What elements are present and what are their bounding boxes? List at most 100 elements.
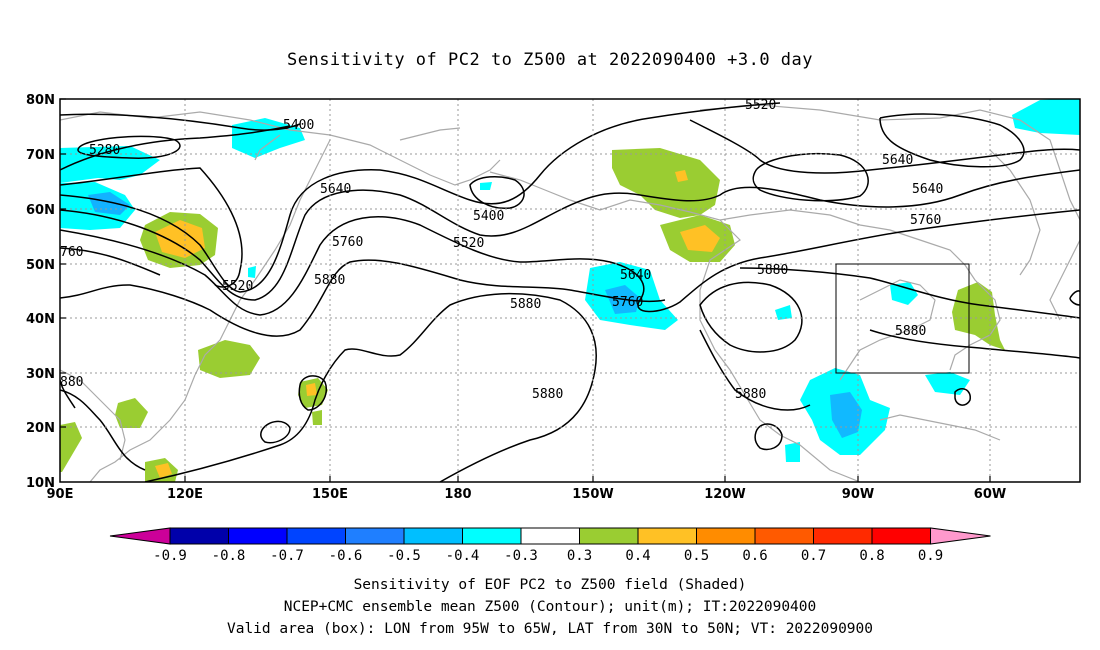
caption-line-contour: NCEP+CMC ensemble mean Z500 (Contour); u…	[283, 599, 817, 615]
contour-5880f	[699, 329, 811, 411]
lat-label: 10N	[26, 476, 55, 491]
contour-label: 5640	[320, 182, 351, 197]
contour-5640	[60, 169, 1080, 301]
contour-label: 5880	[757, 263, 788, 278]
lon-label: 60W	[974, 487, 1006, 502]
contour-low1	[752, 152, 869, 202]
pos-shade-region	[612, 148, 720, 218]
contour-label: 5760	[332, 235, 363, 250]
colorbar-tick-label: -0.9	[153, 548, 187, 564]
neg-shade-region	[248, 266, 256, 278]
lat-label: 70N	[26, 148, 55, 163]
colorbar-tick-label: 0.8	[859, 548, 884, 564]
contour-label: 5400	[283, 118, 314, 133]
contour-5400	[60, 113, 301, 131]
colorbar-min-triangle	[109, 527, 171, 545]
pos-shade-region	[198, 340, 260, 378]
contour-5880c	[144, 292, 597, 482]
neg-shade-region	[775, 305, 792, 320]
contour-low7	[469, 175, 525, 209]
contour-label: 5640	[620, 268, 651, 283]
pos-shade-region	[680, 225, 720, 252]
pos-shade-region	[675, 170, 688, 182]
neg-shade-region	[60, 146, 160, 183]
neg-shade-region	[480, 182, 492, 190]
caption-line-shading: Sensitivity of EOF PC2 to Z500 field (Sh…	[353, 577, 747, 593]
colorbar-swatch	[696, 527, 756, 545]
colorbar-tick-label: -0.8	[212, 548, 246, 564]
pos-shade-region	[952, 282, 1005, 350]
colorbar-swatch	[637, 527, 697, 545]
neg-shade-region	[1012, 99, 1080, 135]
graticule	[60, 99, 1080, 482]
neg-shade-region	[830, 392, 862, 438]
contour-5520a	[60, 167, 243, 288]
contour-label: 5520	[222, 279, 253, 294]
colorbar-swatch	[462, 527, 522, 545]
colorbar	[109, 527, 991, 545]
contour-label: 5760	[910, 213, 941, 228]
neg-shade-region	[785, 442, 800, 462]
contour-5280	[77, 135, 181, 159]
contour-5520b	[689, 119, 1080, 174]
caption-line-valid-area: Valid area (box): LON from 95W to 65W, L…	[226, 621, 873, 637]
contour-5880a	[60, 259, 666, 337]
colorbar-tick-label: 0.5	[684, 548, 709, 564]
lat-label: 80N	[26, 93, 55, 108]
lat-label: 20N	[26, 421, 55, 436]
contour-label: 5640	[882, 153, 913, 168]
colorbar-swatch	[169, 527, 229, 545]
contour-low6	[954, 388, 971, 406]
contour-5880b	[60, 389, 146, 471]
lon-label: 150W	[572, 487, 613, 502]
map-figure: 5280 5400 5520 5640 5400 5520 5640 5760 …	[26, 93, 1081, 564]
pos-shade-region	[155, 463, 172, 478]
lat-label: 30N	[26, 367, 55, 382]
lat-label: 50N	[26, 258, 55, 273]
pos-shade-region	[306, 383, 317, 396]
colorbar-tick-label: 0.4	[625, 548, 650, 564]
contour-label: 5400	[473, 209, 504, 224]
lon-label: 90E	[47, 487, 74, 502]
colorbar-swatch	[520, 527, 580, 545]
page-title: Sensitivity of PC2 to Z500 at 2022090400…	[286, 50, 813, 70]
plot-frame	[59, 98, 1081, 483]
axis-ticks	[60, 98, 991, 482]
colorbar-swatch	[228, 527, 288, 545]
colorbar-tick-label: 0.6	[742, 548, 767, 564]
colorbar-swatch	[403, 527, 463, 545]
colorbar-max-triangle	[930, 527, 991, 545]
colorbar-swatch	[813, 527, 873, 545]
lat-axis-labels: 80N 70N 60N 50N 40N 30N 20N 10N	[26, 93, 55, 491]
neg-shade-region	[88, 192, 130, 215]
pos-shade-region	[60, 422, 82, 472]
lon-label: 120E	[167, 487, 203, 502]
lat-label: 40N	[26, 312, 55, 327]
colorbar-tick-label: 0.9	[918, 548, 943, 564]
z500-contours	[60, 102, 1080, 482]
contour-label: 5880	[510, 297, 541, 312]
contour-low2	[879, 113, 1025, 168]
contour-label: 760	[60, 245, 83, 260]
lon-label: 120W	[704, 487, 745, 502]
colorbar-tick-label: -0.5	[387, 548, 421, 564]
pos-shade-region	[312, 410, 322, 425]
contour-5760	[60, 209, 1080, 316]
contour-5880d	[699, 281, 803, 353]
contour-5400b	[60, 125, 291, 171]
lat-label: 60N	[26, 203, 55, 218]
contour-5760-left	[60, 247, 161, 276]
colorbar-swatch	[579, 527, 639, 545]
colorbar-swatch	[754, 527, 814, 545]
contour-5880e	[739, 267, 1080, 319]
colorbar-swatch	[286, 527, 346, 545]
contour-label: 5520	[745, 98, 776, 113]
colorbar-tick-label: -0.6	[329, 548, 363, 564]
contour-labels: 5280 5400 5520 5640 5400 5520 5640 5760 …	[60, 98, 943, 402]
contour-label: 880	[60, 375, 83, 390]
neg-shade-region	[925, 372, 970, 395]
contour-5880g	[869, 329, 1080, 359]
lon-label: 150E	[312, 487, 348, 502]
contour-label: 5880	[735, 387, 766, 402]
colorbar-labels: -0.9 -0.8 -0.7 -0.6 -0.5 -0.4 -0.3 0.3 0.4 0.5 0.6…	[153, 548, 943, 564]
